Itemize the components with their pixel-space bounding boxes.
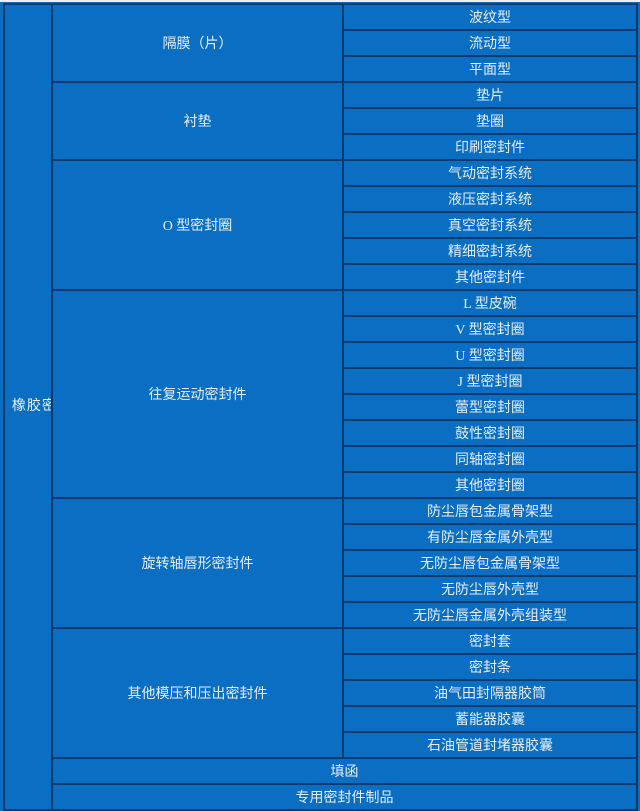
table-row: 流动型 [4, 29, 638, 57]
table-row: 印刷密封件 [4, 133, 638, 161]
subcategory-cell: 垫片 [342, 81, 638, 109]
subcategory-cell: 印刷密封件 [342, 133, 638, 161]
table-row: 旋转轴唇形密封件 防尘唇包金属骨架型 [4, 497, 638, 629]
table-row: J 型密封圈 [4, 367, 638, 395]
table-row: 蕾型密封圈 [4, 393, 638, 421]
table-row: 专用密封件制品 [4, 783, 638, 811]
table-row: 油气田封隔器胶筒 [4, 679, 638, 707]
table-row: 平面型 [4, 55, 638, 83]
subcategory-cell: J 型密封圈 [342, 367, 638, 395]
table-row: V 型密封圈 [4, 315, 638, 343]
subcategory-cell: 有防尘唇金属外壳型 [342, 523, 638, 551]
table-row: 有防尘唇金属外壳型 [4, 523, 638, 551]
table-row: U 型密封圈 [4, 341, 638, 369]
subcategory-cell: 其他密封圈 [342, 471, 638, 499]
category-cell-o-ring: O 型密封圈 [51, 159, 344, 291]
table-row: 其他模压和压出密封件 密封套 [4, 627, 638, 759]
table-row: 石油管道封堵器胶囊 [4, 731, 638, 759]
category-cell-reciprocating-seals: 往复运动密封件 [51, 289, 344, 499]
table-row: 无防尘唇金属外壳组装型 [4, 601, 638, 629]
root-category-label: 橡胶密封件制品 [11, 399, 50, 415]
subcategory-cell: 蓄能器胶囊 [342, 705, 638, 733]
subcategory-cell: 垫圈 [342, 107, 638, 135]
table-row: 填函 [4, 757, 638, 785]
subcategory-cell: 同轴密封圈 [342, 445, 638, 473]
category-cell-other-molded-seals: 其他模压和压出密封件 [51, 627, 344, 759]
table-row: 其他密封圈 [4, 471, 638, 499]
row-stuffing-box: 填函 [51, 757, 638, 785]
subcategory-cell: 精细密封系统 [342, 237, 638, 265]
subcategory-cell: U 型密封圈 [342, 341, 638, 369]
top-edge-highlight [0, 0, 640, 2]
table-row: 无防尘唇包金属骨架型 [4, 549, 638, 577]
category-cell-gasket-liner: 衬垫 [51, 81, 344, 161]
category-cell-rotary-lip-seals: 旋转轴唇形密封件 [51, 497, 344, 629]
subcategory-cell: 真空密封系统 [342, 211, 638, 239]
table-row: 橡胶密封件制品 隔膜（片） 波纹型 [3, 3, 638, 811]
subcategory-cell: 气动密封系统 [342, 159, 638, 187]
subcategory-cell: 无防尘唇包金属骨架型 [342, 549, 638, 577]
table-row: 无防尘唇外壳型 [4, 575, 638, 603]
subcategory-cell: 石油管道封堵器胶囊 [342, 731, 638, 759]
table-row: 密封条 [4, 653, 638, 681]
table-row: 液压密封系统 [4, 185, 638, 213]
subcategory-cell: 波纹型 [342, 3, 638, 31]
table-row: 真空密封系统 [4, 211, 638, 239]
root-category-cell: 橡胶密封件制品 [3, 3, 53, 811]
subcategory-cell: 液压密封系统 [342, 185, 638, 213]
table-row: 精细密封系统 [4, 237, 638, 265]
subcategory-cell: 密封套 [342, 627, 638, 655]
table-row: 往复运动密封件 L 型皮碗 [4, 289, 638, 499]
subcategory-cell: 其他密封件 [342, 263, 638, 291]
subcategory-cell: 油气田封隔器胶筒 [342, 679, 638, 707]
table-row: 同轴密封圈 [4, 445, 638, 473]
subcategory-cell: 鼓性密封圈 [342, 419, 638, 447]
subcategory-cell: V 型密封圈 [342, 315, 638, 343]
row-special-seal-products: 专用密封件制品 [51, 783, 638, 811]
category-cell-diaphragm: 隔膜（片） [51, 3, 344, 83]
subcategory-cell: 防尘唇包金属骨架型 [342, 497, 638, 525]
subcategory-cell: L 型皮碗 [342, 289, 638, 317]
subcategory-cell: 无防尘唇外壳型 [342, 575, 638, 603]
table-row: 衬垫 垫片 [4, 81, 638, 161]
subcategory-cell: 平面型 [342, 55, 638, 83]
classification-table: 橡胶密封件制品 隔膜（片） 波纹型 流动型 平面型 衬垫 垫片 垫圈 印刷密封件… [3, 3, 638, 811]
table-row: 其他密封件 [4, 263, 638, 291]
table-row: 鼓性密封圈 [4, 419, 638, 447]
table-row: 垫圈 [4, 107, 638, 135]
subcategory-cell: 密封条 [342, 653, 638, 681]
subcategory-cell: 无防尘唇金属外壳组装型 [342, 601, 638, 629]
table-row: O 型密封圈 气动密封系统 [4, 159, 638, 291]
subcategory-cell: 蕾型密封圈 [342, 393, 638, 421]
subcategory-cell: 流动型 [342, 29, 638, 57]
table-row: 蓄能器胶囊 [4, 705, 638, 733]
